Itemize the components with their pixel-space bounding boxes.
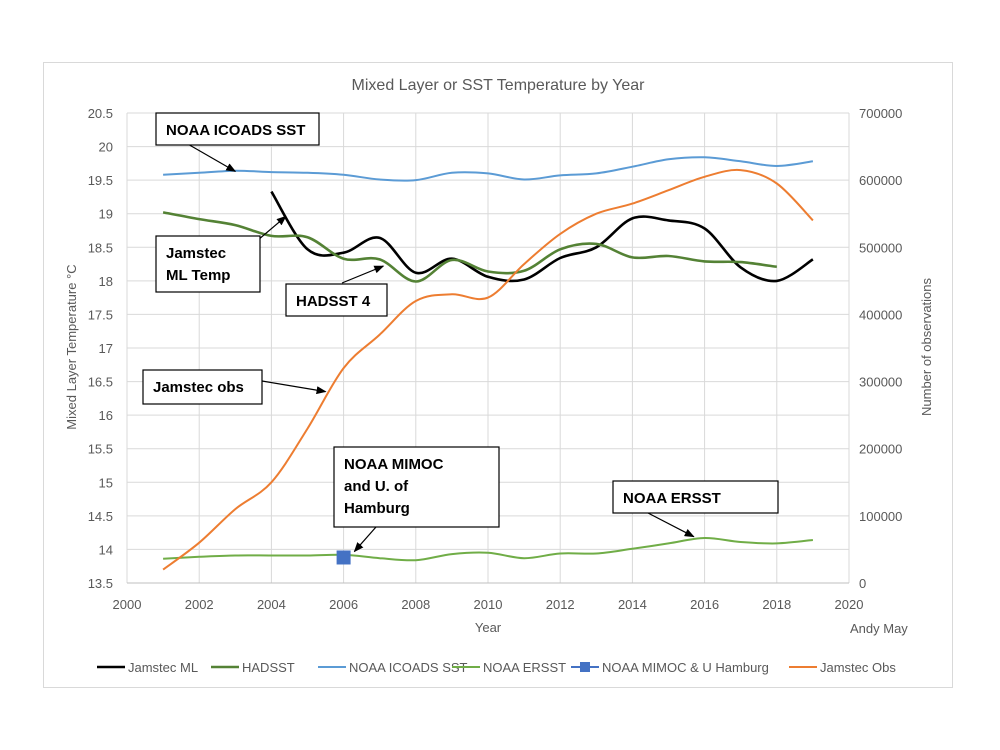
callouts: NOAA ICOADS SST Jamstec ML Temp HADSST 4 Jam… — [142, 112, 779, 553]
y-tick-label: 14.5 — [88, 509, 113, 524]
callout-text-hadsst: HADSST 4 — [296, 293, 371, 310]
callout-text-jobs: Jamstec obs — [153, 379, 244, 396]
x-tick-label: 2018 — [762, 597, 791, 612]
callout-text-jml: Jamstec — [166, 245, 226, 262]
y-tick-label: 17.5 — [88, 307, 113, 322]
callout-box-jml — [155, 235, 261, 293]
series-line-noaa-icoads-sst — [163, 156, 814, 182]
callout-arrow-jml — [257, 215, 287, 241]
y-tick-label: 14 — [99, 542, 113, 557]
y-tick-label: 19.5 — [88, 173, 113, 188]
credit-label: Andy May — [850, 621, 908, 636]
callout-box-mimoc — [333, 446, 500, 528]
series-line-jamstec-obs — [162, 168, 814, 571]
y-tick-label: 17 — [99, 341, 113, 356]
x-tick-label: 2000 — [113, 597, 142, 612]
y-tick-label: 18 — [99, 274, 113, 289]
data-point-noaa-mimoc-u-hamburg — [336, 550, 351, 565]
callout-box-jobs — [142, 369, 263, 405]
series-layer — [162, 156, 814, 571]
callout-arrow-icoads — [185, 142, 237, 172]
x-tick-label: 2010 — [474, 597, 503, 612]
y2-tick-label: 600000 — [859, 173, 902, 188]
callout-arrow-hadsst — [341, 265, 385, 284]
callout-text-jml: ML Temp — [166, 267, 230, 284]
x-tick-label: 2012 — [546, 597, 575, 612]
y2-axis-label: Number of observations — [919, 277, 934, 416]
y-axis-ticks: 13.5 14 14.5 15 15.5 16 16.5 17 17.5 18 18.5 19 19.5… — [88, 106, 113, 591]
y2-tick-label: 0 — [859, 576, 866, 591]
callout-arrow-mimoc — [353, 526, 377, 553]
callout-box-icoads — [155, 112, 320, 146]
y2-tick-label: 400000 — [859, 307, 902, 322]
x-tick-label: 2014 — [618, 597, 647, 612]
callout-text-mimoc: Hamburg — [344, 500, 410, 517]
callout-text-mimoc: NOAA MIMOC — [344, 456, 444, 473]
y2-tick-label: 300000 — [859, 375, 902, 390]
y-tick-label: 20 — [99, 140, 113, 155]
y2-tick-label: 200000 — [859, 442, 902, 457]
y-tick-label: 13.5 — [88, 576, 113, 591]
y-tick-label: 15 — [99, 475, 113, 490]
y2-tick-label: 500000 — [859, 240, 902, 255]
series-line-noaa-ersst — [163, 536, 813, 562]
legend-label-noaa-ersst: NOAA ERSST — [483, 660, 566, 675]
series-line-hadsst — [162, 211, 777, 283]
callout-text-ersst: NOAA ERSST — [623, 490, 721, 507]
x-tick-label: 2006 — [329, 597, 358, 612]
legend-label-noaa-mimoc-u-hamburg: NOAA MIMOC & U Hamburg — [602, 660, 769, 675]
legend-label-jamstec-ml: Jamstec ML — [128, 660, 198, 675]
legend-marker-noaa-mimoc-u-hamburg — [580, 662, 590, 672]
x-tick-label: 2002 — [185, 597, 214, 612]
callout-box-hadsst — [285, 283, 388, 317]
y-tick-label: 16 — [99, 408, 113, 423]
y2-axis-ticks: 0 100000 200000 300000 400000 500000 600000 700… — [859, 106, 902, 591]
x-axis-ticks: 2000 2002 2004 2006 2008 2010 2012 2014 2016 2018… — [113, 597, 864, 612]
y-tick-label: 15.5 — [88, 442, 113, 457]
y-tick-label: 18.5 — [88, 240, 113, 255]
legend-label-noaa-icoads-sst: NOAA ICOADS SST — [349, 660, 468, 675]
y-tick-label: 16.5 — [88, 375, 113, 390]
legend-label-hadsst: HADSST — [242, 660, 295, 675]
legend: Jamstec ML HADSST NOAA ICOADS SST NOAA ERSS… — [97, 660, 896, 675]
y-axis-label: Mixed Layer Temperature °C — [64, 264, 79, 429]
x-tick-label: 2016 — [690, 597, 719, 612]
y-tick-label: 19 — [99, 207, 113, 222]
callout-arrow-ersst — [647, 512, 695, 538]
x-axis-label: Year — [475, 620, 502, 635]
callout-arrow-jobs — [261, 380, 327, 395]
series-line-jamstec-ml — [270, 190, 814, 283]
chart-title: Mixed Layer or SST Temperature by Year — [352, 77, 646, 94]
legend-label-jamstec-obs: Jamstec Obs — [820, 660, 896, 675]
x-tick-label: 2004 — [257, 597, 286, 612]
y2-tick-label: 700000 — [859, 106, 902, 121]
y-tick-label: 20.5 — [88, 106, 113, 121]
callout-box-ersst — [612, 480, 779, 514]
callout-text-mimoc: and U. of — [344, 478, 409, 495]
callout-text-icoads: NOAA ICOADS SST — [166, 122, 305, 139]
y2-tick-label: 100000 — [859, 509, 902, 524]
x-tick-label: 2008 — [401, 597, 430, 612]
x-tick-label: 2020 — [835, 597, 864, 612]
